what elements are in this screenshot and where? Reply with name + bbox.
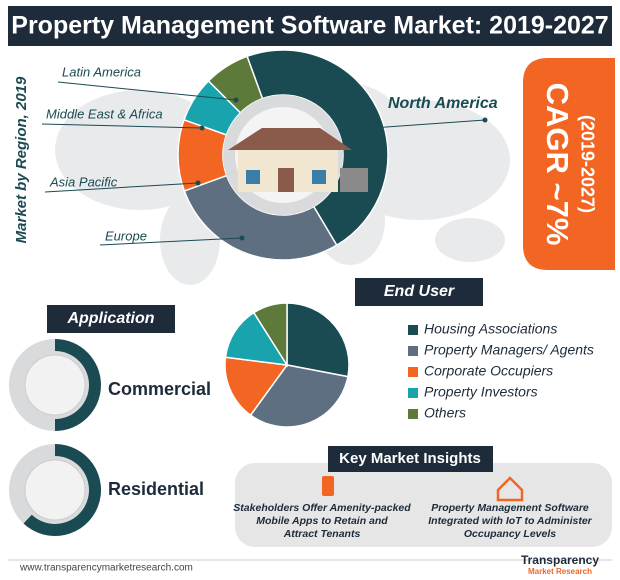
legend-label: Others bbox=[424, 405, 466, 421]
leader-dot bbox=[239, 235, 245, 241]
region-label: Asia Pacific bbox=[49, 174, 118, 189]
gauge-arc bbox=[55, 339, 101, 431]
brand-name: Transparency bbox=[521, 553, 599, 567]
application-header bbox=[47, 305, 175, 333]
insight-text: Stakeholders Offer Amenity-packed bbox=[233, 502, 411, 514]
house-roof bbox=[228, 128, 352, 150]
end-user-header bbox=[355, 278, 483, 306]
insight-text: Occupancy Levels bbox=[464, 528, 556, 540]
region-chart-title: Market by Region, 2019 bbox=[13, 76, 30, 243]
leader-dot bbox=[199, 125, 205, 131]
slice bbox=[224, 356, 289, 417]
leader-line bbox=[99, 237, 243, 246]
house-door bbox=[278, 168, 294, 192]
insight-text: Attract Tenants bbox=[283, 528, 361, 540]
legend-label: Housing Associations bbox=[424, 321, 557, 337]
gauge-arc bbox=[23, 444, 102, 536]
title-bar bbox=[8, 6, 612, 46]
phone-icon bbox=[322, 476, 334, 496]
legend-swatch bbox=[408, 346, 418, 356]
gauge-label: Residential bbox=[108, 479, 204, 499]
slice bbox=[224, 311, 289, 366]
insight-text: Mobile Apps to Retain and bbox=[256, 515, 388, 527]
leader-dot bbox=[482, 117, 488, 123]
legend-label: Property Managers/ Agents bbox=[424, 342, 594, 358]
region-label: Europe bbox=[105, 228, 147, 243]
legend-swatch bbox=[408, 325, 418, 335]
house-window bbox=[246, 170, 260, 184]
insight-text: Integrated with IoT to Administer bbox=[428, 515, 592, 527]
cagr-period: (2019-2027) bbox=[577, 115, 597, 213]
title: Property Management Software Market: 201… bbox=[11, 12, 608, 40]
slice bbox=[252, 302, 288, 368]
footer-url: www.transparencymarketresearch.com bbox=[19, 563, 193, 574]
leader-dot bbox=[233, 97, 239, 103]
region-label: Latin America bbox=[62, 64, 141, 79]
legend-swatch bbox=[408, 409, 418, 419]
region-label: North America bbox=[388, 95, 498, 112]
insight-text: Property Management Software bbox=[431, 502, 589, 514]
legend-swatch bbox=[408, 388, 418, 398]
insights-header bbox=[328, 446, 493, 472]
legend-swatch bbox=[408, 367, 418, 377]
brand-subname: Market Research bbox=[528, 567, 592, 576]
leader-line bbox=[57, 81, 237, 101]
house-window bbox=[312, 170, 326, 184]
leader-line bbox=[371, 119, 486, 129]
application-title: Application bbox=[66, 310, 154, 327]
leader-dot bbox=[195, 180, 201, 186]
cagr-box bbox=[523, 58, 615, 270]
legend-label: Corporate Occupiers bbox=[424, 363, 553, 379]
house-garage bbox=[340, 168, 368, 192]
cagr-label: CAGR ~7% bbox=[540, 83, 575, 246]
home-icon bbox=[496, 476, 524, 502]
slice bbox=[286, 302, 350, 378]
leader-line bbox=[41, 123, 203, 129]
gauge-label: Commercial bbox=[108, 379, 211, 399]
insights-title: Key Market Insights bbox=[339, 450, 481, 467]
leader-line bbox=[44, 182, 199, 193]
region-label: Middle East & Africa bbox=[46, 106, 163, 121]
slice bbox=[249, 364, 349, 428]
end-user-title: End User bbox=[384, 283, 455, 300]
gauge-center bbox=[24, 354, 86, 416]
gauge-center bbox=[24, 459, 86, 521]
legend-label: Property Investors bbox=[424, 384, 538, 400]
